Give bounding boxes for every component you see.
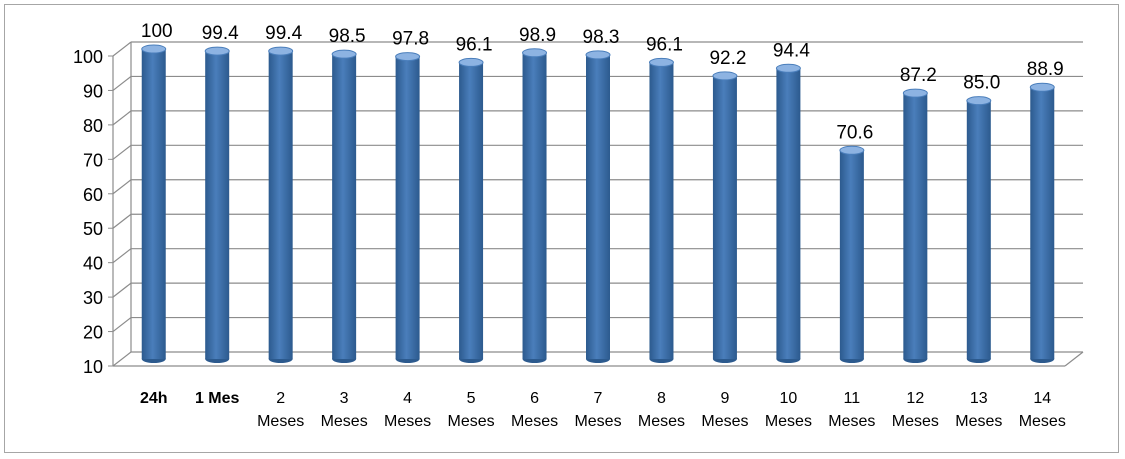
- x-tick-label: 1 Mes: [195, 390, 240, 407]
- bar: [458, 57, 484, 363]
- bar: [775, 63, 801, 363]
- y-tick-label: 100: [73, 47, 103, 67]
- bar: [204, 46, 230, 363]
- gridline-side: [112, 351, 132, 367]
- x-axis: 24h 1 Mes 2 Meses 3 Meses 4 Meses 5 Meses 6 Meses 7 M…: [140, 390, 1066, 430]
- gridline-side: [112, 144, 132, 160]
- gridline-side: [112, 179, 132, 195]
- y-tick-label: 70: [83, 150, 103, 170]
- data-label: 87.2: [900, 65, 937, 86]
- bars-layer: [141, 44, 1055, 363]
- y-axis: 10 20 30 40 50 60 70 80 90 100: [73, 47, 113, 377]
- bar: [839, 145, 865, 363]
- data-label: 94.4: [773, 40, 810, 61]
- data-label: 98.3: [583, 27, 620, 48]
- x-tick-label: 6 Meses: [511, 390, 558, 430]
- bar: [966, 96, 992, 363]
- gridline-side: [112, 317, 132, 333]
- gridline-side: [112, 213, 132, 229]
- bar: [712, 71, 738, 363]
- x-tick-label: 11 Meses: [828, 390, 875, 430]
- data-label: 97.8: [392, 29, 429, 50]
- data-label: 92.2: [709, 48, 746, 69]
- data-label: 100: [141, 21, 173, 42]
- gridline-side: [112, 75, 132, 91]
- bar: [522, 48, 548, 363]
- gridline-side: [112, 248, 132, 264]
- y-tick-label: 20: [83, 323, 103, 343]
- data-label: 98.5: [329, 26, 366, 47]
- x-tick-label: 13 Meses: [955, 390, 1002, 430]
- gridline-side: [112, 41, 132, 57]
- data-label: 99.4: [265, 23, 302, 44]
- x-tick-label: 24h: [140, 390, 168, 407]
- bar: [268, 46, 294, 363]
- y-tick-label: 50: [83, 219, 103, 239]
- x-tick-label: 9 Meses: [701, 390, 748, 430]
- data-label: 85.0: [963, 73, 1000, 94]
- x-tick-label: 10 Meses: [765, 390, 812, 430]
- y-tick-label: 80: [83, 116, 103, 136]
- bar: [331, 49, 357, 363]
- bar: [1029, 82, 1055, 363]
- y-tick-label: 30: [83, 288, 103, 308]
- y-tick-label: 60: [83, 185, 103, 205]
- bar: [395, 52, 421, 363]
- data-label: 99.4: [202, 23, 239, 44]
- x-tick-label: 2 Meses: [257, 390, 304, 430]
- bar-chart: 10 20 30 40 50 60 70 80 90 100 100 99.4 99.4 98.5 97.…: [73, 21, 1084, 430]
- x-tick-label: 5 Meses: [448, 390, 495, 430]
- bar: [648, 57, 674, 363]
- bar: [585, 50, 611, 363]
- x-tick-label: 4 Meses: [384, 390, 431, 430]
- x-tick-label: 8 Meses: [638, 390, 685, 430]
- data-label: 98.9: [519, 25, 556, 46]
- bar: [902, 88, 928, 363]
- y-tick-label: 40: [83, 254, 103, 274]
- data-label: 70.6: [836, 122, 873, 143]
- x-tick-label: 14 Meses: [1019, 390, 1066, 430]
- x-tick-label: 12 Meses: [892, 390, 939, 430]
- floor-edge-right: [1064, 351, 1084, 367]
- bar: [141, 44, 167, 363]
- y-tick-label: 90: [83, 81, 103, 101]
- x-tick-label: 3 Meses: [321, 390, 368, 430]
- data-label: 88.9: [1027, 59, 1064, 80]
- y-tick-label: 10: [83, 357, 103, 377]
- x-tick-label: 7 Meses: [574, 390, 621, 430]
- gridline-side: [112, 282, 132, 298]
- chart-frame: 10 20 30 40 50 60 70 80 90 100 100 99.4 99.4 98.5 97.…: [4, 4, 1119, 453]
- data-label: 96.1: [646, 34, 683, 55]
- data-labels-layer: 100 99.4 99.4 98.5 97.8 96.1 98.9 98.3 96.1 92.2 9…: [141, 21, 1064, 143]
- data-label: 96.1: [456, 34, 493, 55]
- gridline-side: [112, 110, 132, 126]
